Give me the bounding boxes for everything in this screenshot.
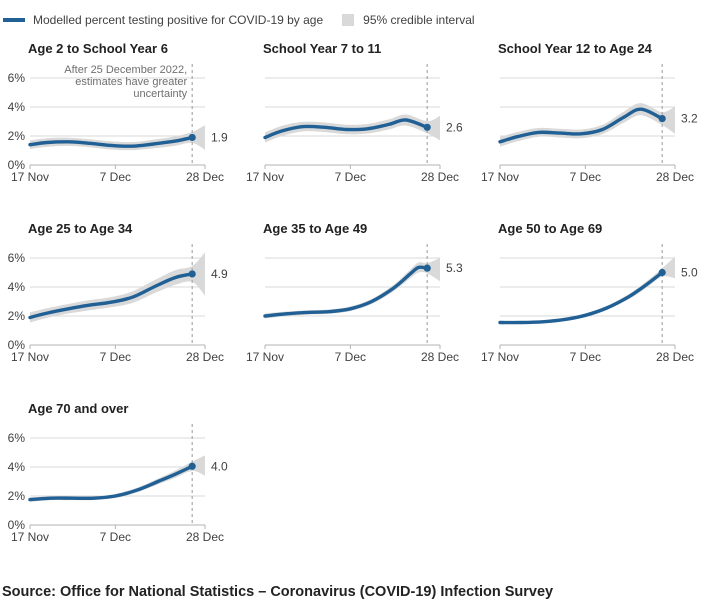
chart-panel: Age 35 to Age 49 17 Nov 7 Dec 28 Dec 5.3	[235, 211, 470, 391]
panel-title: Age 2 to School Year 6	[28, 41, 168, 56]
panel-title: Age 70 and over	[28, 401, 129, 416]
model-line	[263, 265, 429, 318]
y-tick-label: 0%	[8, 518, 26, 532]
x-tick-label: 7 Dec	[100, 170, 131, 184]
x-tick-label: 7 Dec	[335, 170, 366, 184]
panel-title: Age 50 to Age 69	[498, 221, 603, 236]
annotation-text: After 25 December 2022,	[64, 64, 187, 76]
y-tick-label: 4%	[8, 100, 26, 114]
model-line	[498, 270, 664, 325]
panel-plot: 17 Nov 7 Dec 28 Dec 2.6	[246, 64, 463, 184]
end-value-label: 3.2	[681, 112, 698, 126]
x-tick-label: 28 Dec	[186, 170, 224, 184]
chart-legend: Modelled percent testing positive for CO…	[0, 0, 707, 31]
line-legend-swatch-icon	[3, 18, 25, 22]
model-line	[28, 272, 194, 320]
y-tick-label: 2%	[8, 129, 26, 143]
panel-plot: 17 Nov 7 Dec 28 Dec 5.0	[481, 244, 698, 364]
end-value-label: 2.6	[446, 120, 463, 134]
end-value-label: 5.3	[446, 261, 463, 275]
y-tick-label: 6%	[8, 71, 26, 85]
credible-interval-band	[500, 103, 675, 147]
end-value-label: 5.0	[681, 266, 698, 280]
end-point-dot	[423, 123, 431, 131]
chart-panel: Age 2 to School Year 6 0% 2% 4% 6% 17 Nov 7 De…	[0, 31, 235, 211]
panel-title: School Year 12 to Age 24	[498, 41, 652, 56]
chart-panel: Age 25 to Age 34 0% 2% 4% 6% 17 Nov 7 Dec 28 De…	[0, 211, 235, 391]
x-tick-label: 17 Nov	[11, 170, 49, 184]
end-point-dot	[658, 115, 666, 123]
credible-interval-band	[30, 252, 205, 323]
x-tick-label: 7 Dec	[570, 350, 601, 364]
end-point-dot	[188, 462, 196, 470]
end-point-dot	[188, 133, 196, 142]
y-tick-label: 2%	[8, 489, 26, 503]
small-multiples-grid: Age 2 to School Year 6 0% 2% 4% 6% 17 Nov 7 De…	[0, 31, 705, 571]
legend-item-band: 95% credible interval	[342, 13, 475, 27]
model-line	[263, 118, 429, 140]
x-tick-label: 28 Dec	[186, 530, 224, 544]
x-tick-label: 17 Nov	[11, 530, 49, 544]
panel-plot: 17 Nov 7 Dec 28 Dec 5.3	[246, 244, 463, 364]
model-line	[498, 107, 664, 144]
x-tick-label: 17 Nov	[11, 350, 49, 364]
panel-plot: 17 Nov 7 Dec 28 Dec 3.2	[481, 64, 698, 184]
y-tick-label: 2%	[8, 309, 26, 323]
y-tick-label: 6%	[8, 251, 26, 265]
x-tick-label: 7 Dec	[335, 350, 366, 364]
model-line	[28, 464, 194, 502]
end-point-dot	[188, 270, 196, 278]
chart-panel: School Year 12 to Age 24 17 Nov 7 Dec 28 De…	[470, 31, 705, 211]
legend-item-line: Modelled percent testing positive for CO…	[3, 13, 323, 27]
y-tick-label: 4%	[8, 460, 26, 474]
end-value-label: 1.9	[211, 130, 228, 144]
x-tick-label: 17 Nov	[481, 170, 519, 184]
panel-plot: 0% 2% 4% 6% 17 Nov 7 Dec 28 Dec 4.9	[8, 244, 228, 364]
panel-title: Age 35 to Age 49	[263, 221, 368, 236]
y-tick-label: 4%	[8, 280, 26, 294]
y-tick-label: 0%	[8, 338, 26, 352]
panel-title: School Year 7 to 11	[263, 41, 382, 56]
chart-panel: Age 50 to Age 69 17 Nov 7 Dec 28 Dec 5.0	[470, 211, 705, 391]
x-tick-label: 17 Nov	[481, 350, 519, 364]
chart-panel: Age 70 and over 0% 2% 4% 6% 17 Nov 7 Dec 28 Dec…	[0, 391, 235, 571]
x-tick-label: 7 Dec	[570, 170, 601, 184]
end-point-dot	[658, 268, 666, 277]
panel-plot: 0% 2% 4% 6% 17 Nov 7 Dec 28 Dec 4.0	[8, 424, 228, 544]
y-tick-label: 0%	[8, 158, 26, 172]
x-tick-label: 17 Nov	[246, 350, 284, 364]
annotation-text: estimates have greater	[75, 76, 187, 88]
x-tick-label: 28 Dec	[421, 350, 459, 364]
source-text: Source: Office for National Statistics –…	[2, 584, 554, 600]
model-line	[28, 135, 194, 148]
x-tick-label: 28 Dec	[421, 170, 459, 184]
x-tick-label: 7 Dec	[100, 350, 131, 364]
end-value-label: 4.0	[211, 459, 228, 473]
line-legend-label: Modelled percent testing positive for CO…	[33, 13, 324, 27]
x-tick-label: 28 Dec	[656, 170, 694, 184]
annotation-text: uncertainty	[133, 88, 187, 100]
x-tick-label: 17 Nov	[246, 170, 284, 184]
band-legend-label: 95% credible interval	[363, 13, 475, 27]
x-tick-label: 28 Dec	[186, 350, 224, 364]
end-value-label: 4.9	[211, 267, 228, 281]
y-tick-label: 6%	[8, 431, 26, 445]
x-tick-label: 7 Dec	[100, 530, 131, 544]
panel-plot: 0% 2% 4% 6% 17 Nov 7 Dec 28 Dec 1.9 After 25 Dec…	[8, 64, 228, 184]
end-point-dot	[423, 264, 431, 272]
x-tick-label: 28 Dec	[656, 350, 694, 364]
chart-panel: School Year 7 to 11 17 Nov 7 Dec 28 Dec 2.6	[235, 31, 470, 211]
band-legend-swatch-icon	[342, 14, 355, 26]
panel-title: Age 25 to Age 34	[28, 221, 133, 236]
